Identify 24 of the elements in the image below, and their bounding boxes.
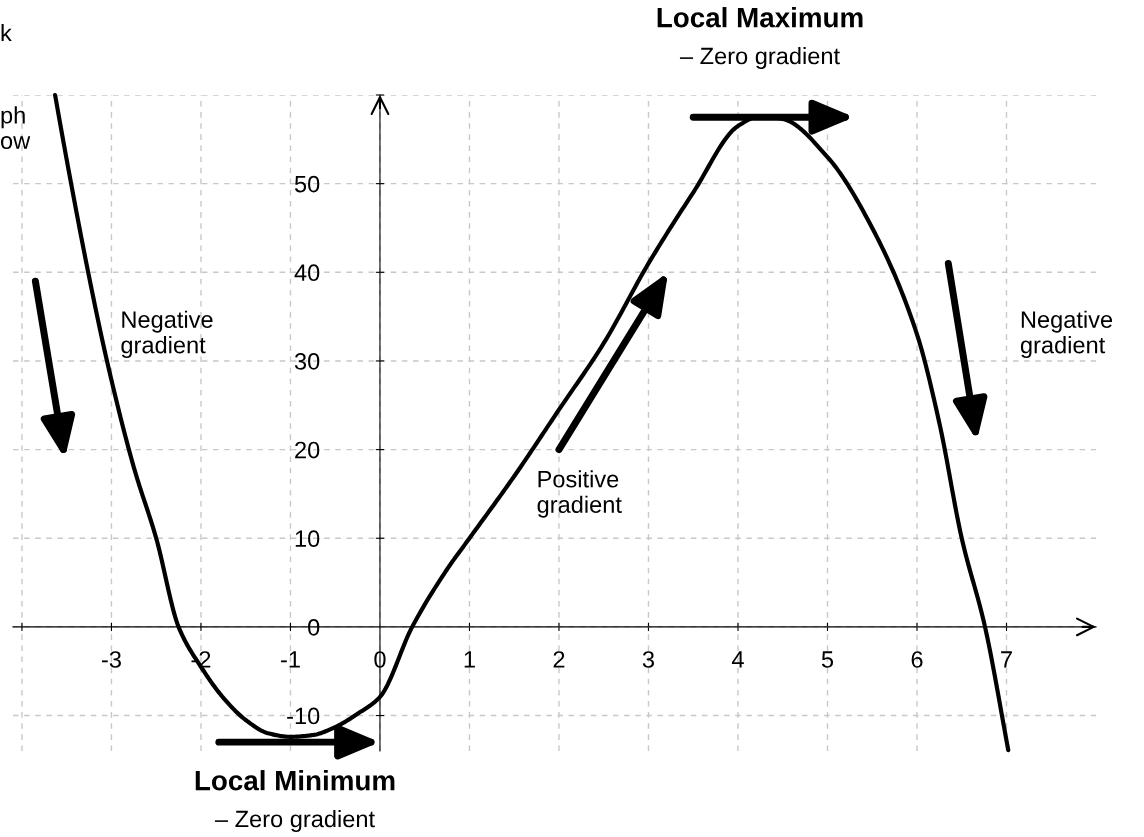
annotation: Negative gradient [1020, 310, 1113, 359]
x-tick-label: 5 [821, 651, 834, 668]
x-tick-label: -1 [281, 651, 300, 668]
y-tick-label: 30 [294, 353, 320, 370]
y-tick-label: 50 [294, 175, 320, 193]
annotation: Negative gradient [121, 310, 213, 359]
text: Local Minimum [195, 770, 395, 791]
text: Local Maximum [657, 7, 863, 28]
x-tick-label: 4 [731, 651, 744, 668]
y-tick-label: 10 [295, 530, 320, 548]
x-tick-label: -3 [102, 651, 121, 668]
y-tick-label: -10 [287, 707, 320, 725]
text: – Zero gradient [679, 47, 840, 69]
text: – Zero gradient [214, 809, 375, 833]
x-tick-label: 1 [464, 651, 475, 668]
x-tick-label: 6 [911, 651, 923, 668]
text: k [1, 24, 12, 42]
x-tick-label: 7 [1001, 651, 1012, 668]
y-tick-label: 20 [295, 441, 320, 459]
x-tick-label: 3 [642, 651, 655, 668]
annotation: Positive gradient [537, 470, 622, 518]
x-tick-label: 2 [553, 651, 565, 668]
y-tick-label: 40 [294, 264, 320, 282]
annotation: ph ow [0, 106, 31, 150]
